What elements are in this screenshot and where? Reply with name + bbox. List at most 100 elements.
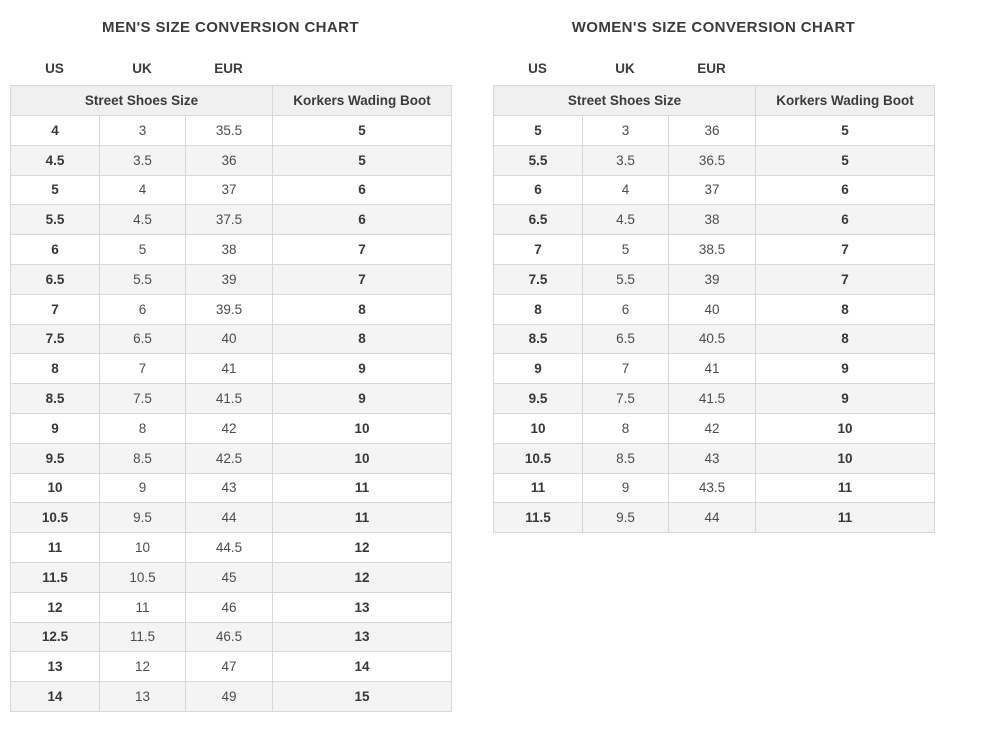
- column-label-eur: EUR: [214, 61, 243, 76]
- size-cell: 7: [272, 263, 453, 295]
- column-label-us: US: [528, 61, 547, 76]
- size-cell: 41: [667, 353, 757, 385]
- size-cell: 43.5: [667, 472, 757, 504]
- size-cell: 7: [755, 234, 936, 265]
- size-cell: 9: [10, 412, 100, 444]
- size-cell: 9: [755, 353, 936, 385]
- table-row: 10.5 9.5 44 11: [10, 502, 453, 534]
- size-cell: 37: [184, 174, 274, 206]
- size-cell: 11.5: [99, 621, 186, 653]
- size-cell: 8.5: [99, 442, 186, 474]
- size-cell: 12: [272, 532, 453, 563]
- column-label-uk: UK: [615, 61, 635, 76]
- table-row: 5.5 4.5 37.5 6: [10, 204, 453, 236]
- size-cell: 8: [272, 293, 453, 325]
- table-row: 14 13 49 15: [10, 681, 453, 712]
- size-cell: 44: [184, 502, 274, 534]
- size-cell: 11: [272, 502, 453, 534]
- column-labels: US UK EUR: [10, 61, 451, 78]
- table-row: 13 12 47 14: [10, 651, 453, 683]
- table-row: 7.5 6.5 40 8: [10, 323, 453, 355]
- size-cell: 9.5: [493, 383, 583, 414]
- size-cell: 11: [755, 472, 936, 504]
- size-cell: 4.5: [10, 144, 100, 176]
- size-cell: 39.5: [184, 293, 274, 325]
- size-cell: 43: [184, 472, 274, 504]
- size-cell: 11.5: [10, 561, 100, 593]
- size-cell: 41: [184, 353, 274, 385]
- size-cell: 11: [10, 532, 100, 563]
- size-cell: 8.5: [493, 323, 583, 355]
- size-cell: 10.5: [99, 561, 186, 593]
- size-cell: 41.5: [184, 383, 274, 414]
- wading-boot-header: Korkers Wading Boot: [272, 85, 453, 116]
- table-row: 11 10 44.5 12: [10, 532, 453, 563]
- size-cell: 10: [493, 412, 583, 444]
- wading-boot-header: Korkers Wading Boot: [755, 85, 936, 116]
- size-cell: 3: [99, 115, 186, 146]
- size-cell: 7.5: [10, 323, 100, 355]
- size-cell: 6.5: [493, 204, 583, 236]
- size-cell: 5: [99, 234, 186, 265]
- size-cell: 9.5: [10, 442, 100, 474]
- size-cell: 38.5: [667, 234, 757, 265]
- size-cell: 44: [667, 502, 757, 534]
- table-row: 6 5 38 7: [10, 234, 453, 265]
- size-cell: 36.5: [667, 144, 757, 176]
- size-cell: 9: [99, 472, 186, 504]
- table-row: 12.5 11.5 46.5 13: [10, 621, 453, 653]
- size-cell: 42: [184, 412, 274, 444]
- size-cell: 12.5: [10, 621, 100, 653]
- size-cell: 9: [272, 353, 453, 385]
- table-row: 10 8 42 10: [493, 412, 936, 444]
- table-row: 9 7 41 9: [493, 353, 936, 385]
- size-cell: 6: [755, 174, 936, 206]
- size-cell: 11: [755, 502, 936, 534]
- size-cell: 13: [99, 681, 186, 712]
- size-cell: 9: [493, 353, 583, 385]
- size-cell: 9: [272, 383, 453, 414]
- table-row: 7.5 5.5 39 7: [493, 263, 936, 295]
- table-row: 8 6 40 8: [493, 293, 936, 325]
- size-cell: 13: [272, 591, 453, 623]
- size-cell: 7: [99, 353, 186, 385]
- size-cell: 36: [667, 115, 757, 146]
- table-row: 7 5 38.5 7: [493, 234, 936, 265]
- table-row: 6 4 37 6: [493, 174, 936, 206]
- table-row: 5.5 3.5 36.5 5: [493, 144, 936, 176]
- size-cell: 8: [755, 293, 936, 325]
- size-cell: 5: [272, 115, 453, 146]
- size-cell: 46.5: [184, 621, 274, 653]
- size-cell: 37.5: [184, 204, 274, 236]
- size-cell: 47: [184, 651, 274, 683]
- size-cell: 36: [184, 144, 274, 176]
- size-cell: 12: [10, 591, 100, 623]
- table-row: 7 6 39.5 8: [10, 293, 453, 325]
- street-shoes-header: Street Shoes Size: [9, 85, 274, 116]
- size-cell: 9.5: [582, 502, 669, 534]
- size-cell: 39: [667, 263, 757, 295]
- size-cell: 10: [99, 532, 186, 563]
- size-cell: 6: [755, 204, 936, 236]
- size-cell: 4: [10, 115, 100, 146]
- size-cell: 4.5: [99, 204, 186, 236]
- size-cell: 3.5: [582, 144, 669, 176]
- size-cell: 5: [582, 234, 669, 265]
- size-cell: 42.5: [184, 442, 274, 474]
- table-row: 9.5 8.5 42.5 10: [10, 442, 453, 474]
- size-cell: 8: [493, 293, 583, 325]
- table-row: 6.5 4.5 38 6: [493, 204, 936, 236]
- size-cell: 4: [99, 174, 186, 206]
- column-labels: US UK EUR: [493, 61, 934, 78]
- size-cell: 13: [10, 651, 100, 683]
- table-row: 8 7 41 9: [10, 353, 453, 385]
- size-cell: 5.5: [493, 144, 583, 176]
- size-cell: 6.5: [99, 323, 186, 355]
- size-cell: 11.5: [493, 502, 583, 534]
- size-cell: 6: [272, 204, 453, 236]
- size-cell: 49: [184, 681, 274, 712]
- table-row: 10 9 43 11: [10, 472, 453, 504]
- size-cell: 13: [272, 621, 453, 653]
